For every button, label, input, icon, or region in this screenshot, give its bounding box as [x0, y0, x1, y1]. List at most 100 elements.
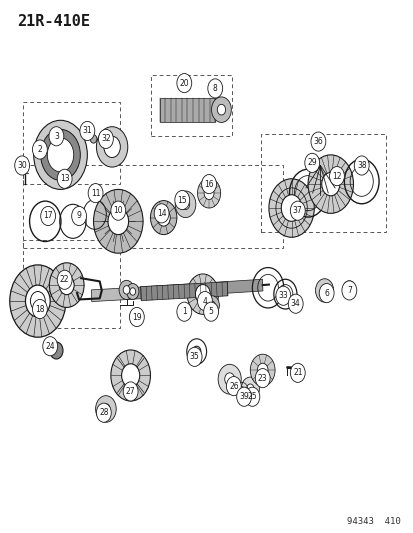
Circle shape [224, 373, 234, 385]
Circle shape [354, 156, 368, 175]
Circle shape [203, 302, 218, 321]
Polygon shape [159, 98, 215, 122]
Polygon shape [91, 288, 128, 302]
Circle shape [47, 138, 74, 172]
Circle shape [175, 191, 195, 217]
Circle shape [43, 337, 57, 356]
Circle shape [40, 206, 55, 225]
Circle shape [342, 281, 355, 297]
Circle shape [218, 365, 241, 394]
Circle shape [244, 387, 259, 406]
Circle shape [96, 127, 128, 167]
Circle shape [71, 206, 86, 225]
Circle shape [250, 354, 274, 386]
Circle shape [25, 285, 50, 317]
Circle shape [123, 382, 138, 401]
Circle shape [246, 384, 254, 393]
Circle shape [10, 265, 66, 337]
Circle shape [181, 199, 189, 209]
Circle shape [33, 120, 87, 189]
Text: 28: 28 [99, 408, 108, 417]
Bar [260, 134, 386, 232]
Text: 16: 16 [204, 180, 214, 189]
Circle shape [46, 136, 75, 173]
Circle shape [320, 286, 328, 295]
Circle shape [321, 172, 339, 196]
Circle shape [290, 364, 304, 382]
Text: 39: 39 [239, 392, 248, 401]
Circle shape [207, 79, 222, 98]
Circle shape [40, 130, 80, 180]
Circle shape [80, 122, 95, 141]
Bar [23, 165, 282, 248]
Circle shape [201, 174, 216, 193]
Circle shape [241, 377, 259, 400]
Circle shape [187, 348, 202, 367]
Circle shape [287, 294, 302, 313]
Circle shape [280, 195, 301, 221]
Text: 17: 17 [43, 212, 53, 221]
Circle shape [197, 292, 212, 311]
Text: 4: 4 [202, 296, 207, 305]
Text: 15: 15 [177, 196, 187, 205]
Text: 9: 9 [76, 212, 81, 221]
Bar [23, 240, 120, 328]
Circle shape [176, 302, 191, 321]
Circle shape [236, 387, 251, 406]
Bar [151, 75, 231, 136]
Circle shape [126, 284, 139, 300]
Text: 22: 22 [60, 275, 69, 284]
Text: 10: 10 [113, 206, 123, 215]
Text: 34: 34 [290, 299, 300, 308]
Circle shape [93, 189, 143, 253]
Circle shape [315, 279, 333, 302]
Circle shape [150, 200, 176, 235]
Circle shape [239, 386, 244, 393]
Circle shape [217, 104, 225, 115]
Text: 11: 11 [90, 189, 100, 198]
Circle shape [226, 376, 241, 395]
Circle shape [49, 127, 64, 146]
Text: 35: 35 [189, 352, 199, 361]
Circle shape [290, 201, 304, 220]
Text: 19: 19 [132, 312, 141, 321]
Text: 29: 29 [307, 158, 316, 167]
Text: 30: 30 [17, 161, 27, 170]
Text: 5: 5 [208, 307, 213, 316]
Text: 6: 6 [323, 288, 328, 297]
Circle shape [157, 209, 170, 226]
Circle shape [204, 187, 214, 199]
Text: 27: 27 [126, 387, 135, 396]
Text: 24: 24 [45, 342, 55, 351]
Circle shape [154, 204, 169, 223]
Circle shape [57, 169, 72, 188]
Text: 3: 3 [54, 132, 59, 141]
Circle shape [195, 285, 210, 304]
Circle shape [49, 263, 84, 308]
Text: 2: 2 [38, 145, 42, 154]
Circle shape [15, 156, 29, 175]
Circle shape [257, 364, 268, 377]
Circle shape [187, 274, 218, 314]
Circle shape [98, 130, 113, 149]
Text: 23: 23 [257, 374, 267, 383]
Circle shape [129, 308, 144, 327]
Circle shape [119, 280, 134, 300]
Text: 26: 26 [228, 382, 238, 391]
Circle shape [59, 276, 74, 295]
Text: 94343  410: 94343 410 [347, 517, 400, 526]
Text: 36: 36 [313, 137, 323, 146]
Circle shape [104, 136, 120, 158]
Text: 31: 31 [82, 126, 92, 135]
Text: 20: 20 [179, 78, 189, 87]
Circle shape [192, 346, 200, 357]
Text: 32: 32 [101, 134, 110, 143]
Circle shape [211, 97, 231, 123]
Circle shape [307, 155, 353, 213]
Circle shape [275, 286, 290, 305]
Circle shape [208, 301, 215, 310]
Circle shape [50, 342, 63, 359]
Bar [23, 102, 120, 184]
Circle shape [102, 403, 110, 414]
Circle shape [329, 166, 344, 185]
